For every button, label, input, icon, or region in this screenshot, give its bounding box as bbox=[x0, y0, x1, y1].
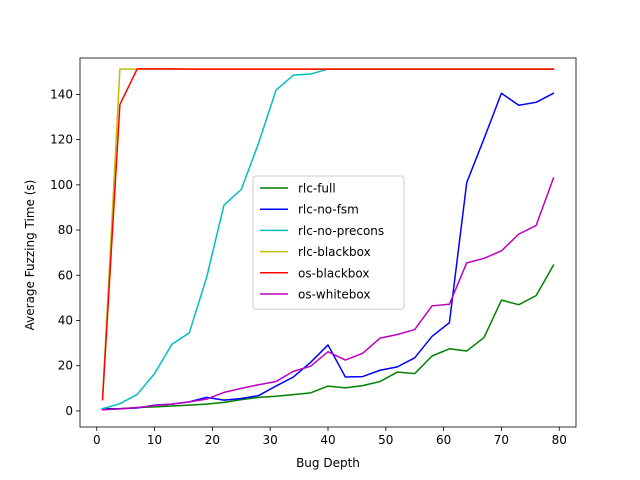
y-axis-label: Average Fuzzing Time (s) bbox=[23, 180, 37, 331]
y-tick-label: 0 bbox=[65, 404, 73, 418]
y-tick-label: 140 bbox=[50, 87, 73, 101]
legend-box bbox=[252, 175, 405, 310]
series-line-rlc-full bbox=[101, 264, 555, 410]
y-tick-label: 100 bbox=[50, 178, 73, 192]
legend-label-rlc-no-fsm: rlc-no-fsm bbox=[298, 203, 359, 217]
x-tick-label: 50 bbox=[378, 433, 393, 447]
x-tick-label: 70 bbox=[494, 433, 509, 447]
y-tick-label: 40 bbox=[58, 314, 73, 328]
x-axis-ticks: 0 10 20 30 40 50 60 70 80 bbox=[93, 427, 567, 447]
y-tick-label: 60 bbox=[58, 268, 73, 282]
legend-label-rlc-blackbox: rlc-blackbox bbox=[298, 245, 371, 259]
y-axis-ticks: 0 20 40 60 80 100 120 140 bbox=[50, 87, 80, 418]
x-axis-label: Bug Depth bbox=[296, 456, 360, 470]
x-tick-label: 60 bbox=[436, 433, 451, 447]
y-tick-label: 80 bbox=[58, 223, 73, 237]
x-tick-label: 80 bbox=[552, 433, 567, 447]
y-tick-label: 20 bbox=[58, 359, 73, 373]
series-line-os-whitebox bbox=[101, 177, 555, 411]
x-tick-label: 0 bbox=[93, 433, 101, 447]
series-lines bbox=[101, 68, 555, 411]
series-line-os-blackbox bbox=[101, 68, 555, 401]
legend-label-os-blackbox: os-blackbox bbox=[298, 266, 369, 280]
legend-label-rlc-full: rlc-full bbox=[298, 182, 336, 196]
legend-label-rlc-no-precons: rlc-no-precons bbox=[298, 224, 384, 238]
x-tick-label: 30 bbox=[263, 433, 278, 447]
legend: rlc-full rlc-no-fsm rlc-no-precons rlc-blac… bbox=[252, 175, 405, 310]
x-tick-label: 10 bbox=[147, 433, 162, 447]
y-tick-label: 120 bbox=[50, 133, 73, 147]
legend-label-os-whitebox: os-whitebox bbox=[298, 288, 370, 302]
x-tick-label: 40 bbox=[320, 433, 335, 447]
x-tick-label: 20 bbox=[205, 433, 220, 447]
